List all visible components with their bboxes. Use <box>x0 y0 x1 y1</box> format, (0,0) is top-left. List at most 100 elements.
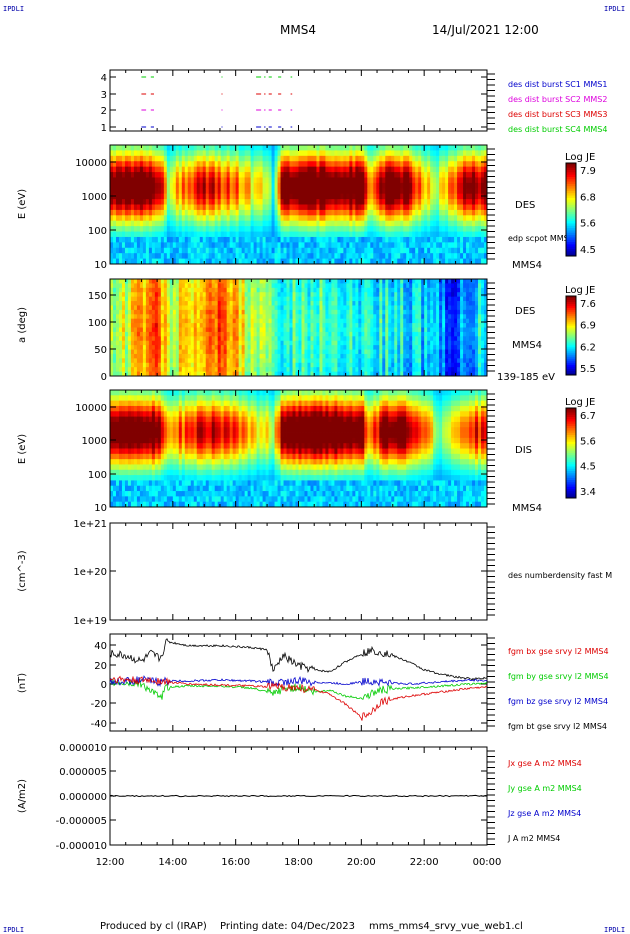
heatmap-cell <box>148 309 153 315</box>
heatmap-cell <box>295 199 299 205</box>
heatmap-cell <box>145 220 150 227</box>
heatmap-cell <box>166 204 171 211</box>
heatmap-cell <box>247 155 252 162</box>
heatmap-cell <box>217 353 222 359</box>
heatmap-cell <box>181 258 186 265</box>
heatmap-cell <box>217 226 222 232</box>
heatmap-cell <box>205 327 210 333</box>
heatmap-cell <box>376 305 380 311</box>
heatmap-cell <box>439 166 443 173</box>
heatmap-cell <box>385 247 389 254</box>
heatmap-cell <box>256 226 260 232</box>
heatmap-cell <box>238 236 243 243</box>
heatmap-cell <box>238 327 243 333</box>
heatmap-cell <box>205 215 210 222</box>
heatmap-cell <box>262 220 266 227</box>
heatmap-cell <box>232 283 237 289</box>
heatmap-cell <box>370 323 374 328</box>
heatmap-cell <box>190 318 195 324</box>
heatmap-cell <box>115 182 120 189</box>
heatmap-cell <box>268 204 272 211</box>
heatmap-cell <box>361 283 365 289</box>
heatmap-cell <box>112 188 117 195</box>
heatmap-cell <box>175 188 180 195</box>
heatmap-cell <box>313 172 317 178</box>
heatmap-cell <box>397 247 401 254</box>
heatmap-cell <box>196 215 201 222</box>
heatmap-cell <box>229 247 234 254</box>
heatmap-cell <box>325 236 329 243</box>
heatmap-cell <box>226 279 231 284</box>
heatmap-cell <box>214 182 219 189</box>
heatmap-cell <box>346 226 350 232</box>
heatmap-cell <box>352 145 356 151</box>
heatmap-cell <box>295 155 299 162</box>
heatmap-cell <box>349 182 353 189</box>
heatmap-cell <box>208 188 213 195</box>
heatmap-cell <box>110 215 114 222</box>
heatmap-cell <box>295 287 299 293</box>
heatmap-cell <box>142 283 147 289</box>
heatmap-cell <box>322 336 326 342</box>
heatmap-cell <box>190 172 195 178</box>
heatmap-cell <box>280 287 284 293</box>
heatmap-cell <box>466 258 470 265</box>
heatmap-cell <box>199 166 204 173</box>
heatmap-cell <box>463 231 467 238</box>
heatmap-cell <box>463 215 467 222</box>
heatmap-cell <box>415 199 419 205</box>
heatmap-cell <box>430 236 434 243</box>
heatmap-cell <box>313 353 317 359</box>
heatmap-cell <box>280 309 284 315</box>
heatmap-cell <box>187 161 192 168</box>
heatmap-cell <box>163 172 168 178</box>
heatmap-cell <box>391 204 395 211</box>
heatmap-cell <box>112 349 117 355</box>
heatmap-cell <box>466 231 470 238</box>
heatmap-cell <box>202 242 207 249</box>
heatmap-cell <box>481 242 485 249</box>
heatmap-cell <box>460 242 464 249</box>
heatmap-cell <box>412 215 416 222</box>
heatmap-cell <box>250 145 255 151</box>
heatmap-cell <box>262 345 266 350</box>
heatmap-cell <box>208 362 213 368</box>
heatmap-cell <box>190 220 195 227</box>
heatmap-cell <box>349 226 353 232</box>
heatmap-cell <box>256 172 260 178</box>
heatmap-cell <box>484 242 488 249</box>
heatmap-cell <box>205 301 210 306</box>
heatmap-cell <box>364 220 368 227</box>
heatmap-cell <box>121 287 126 293</box>
heatmap-cell <box>325 231 329 238</box>
heatmap-cell <box>208 226 213 232</box>
heatmap-cell <box>223 236 228 243</box>
heatmap-cell <box>130 182 135 189</box>
heatmap-cell <box>277 188 281 195</box>
heatmap-cell <box>307 327 311 333</box>
heatmap-cell <box>133 258 138 265</box>
heatmap-cell <box>139 220 144 227</box>
heatmap-cell <box>172 166 177 173</box>
heatmap-cell <box>442 199 446 205</box>
heatmap-cell <box>175 172 180 178</box>
heatmap-cell <box>220 220 225 227</box>
heatmap-cell <box>166 301 171 306</box>
heatmap-cell <box>142 279 147 284</box>
heatmap-cell <box>307 283 311 289</box>
heatmap-cell <box>289 292 293 298</box>
heatmap-cell <box>166 226 171 232</box>
heatmap-cell <box>145 327 150 333</box>
heatmap-cell <box>169 188 174 195</box>
heatmap-cell <box>250 283 255 289</box>
heatmap-cell <box>118 309 123 315</box>
heatmap-cell <box>349 358 353 364</box>
heatmap-cell <box>124 305 129 311</box>
heatmap-cell <box>295 209 299 216</box>
heatmap-cell <box>412 226 416 232</box>
heatmap-cell <box>334 353 338 359</box>
heatmap-cell <box>349 209 353 216</box>
heatmap-cell <box>481 172 485 178</box>
heatmap-cell <box>343 220 347 227</box>
heatmap-cell <box>250 318 255 324</box>
